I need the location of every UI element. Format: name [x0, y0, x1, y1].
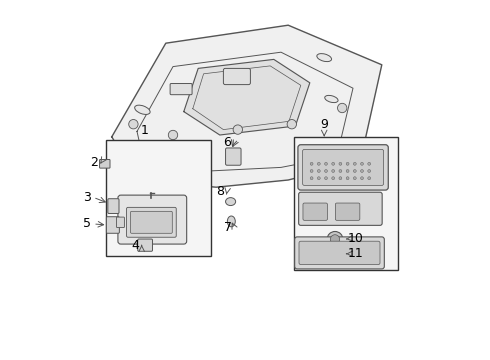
Text: 2: 2 — [91, 156, 98, 169]
Ellipse shape — [325, 95, 338, 103]
FancyBboxPatch shape — [108, 199, 119, 213]
Text: 1: 1 — [140, 124, 148, 137]
Circle shape — [353, 170, 356, 172]
Circle shape — [339, 170, 342, 172]
Circle shape — [339, 177, 342, 180]
Circle shape — [368, 162, 370, 165]
FancyBboxPatch shape — [138, 239, 152, 251]
Circle shape — [339, 162, 342, 165]
Circle shape — [318, 170, 320, 172]
FancyBboxPatch shape — [303, 203, 327, 220]
Circle shape — [330, 235, 340, 244]
Ellipse shape — [135, 105, 150, 114]
Ellipse shape — [225, 198, 236, 206]
Circle shape — [368, 177, 370, 180]
Circle shape — [332, 162, 335, 165]
FancyBboxPatch shape — [99, 159, 110, 168]
Polygon shape — [184, 59, 310, 135]
Circle shape — [324, 177, 327, 180]
Circle shape — [318, 162, 320, 165]
Circle shape — [353, 162, 356, 165]
Circle shape — [346, 170, 349, 172]
FancyBboxPatch shape — [298, 192, 382, 225]
Text: 8: 8 — [217, 185, 224, 198]
FancyBboxPatch shape — [126, 207, 176, 237]
Circle shape — [318, 177, 320, 180]
Circle shape — [346, 162, 349, 165]
Text: 11: 11 — [348, 247, 364, 260]
Circle shape — [332, 177, 335, 180]
FancyBboxPatch shape — [335, 203, 360, 220]
FancyBboxPatch shape — [130, 211, 172, 233]
Text: 9: 9 — [320, 118, 328, 131]
FancyBboxPatch shape — [298, 145, 388, 190]
Circle shape — [361, 162, 364, 165]
Circle shape — [169, 130, 178, 140]
Circle shape — [327, 231, 343, 247]
Text: 10: 10 — [348, 232, 364, 245]
Circle shape — [346, 177, 349, 180]
Circle shape — [129, 120, 138, 129]
Circle shape — [310, 162, 313, 165]
Ellipse shape — [139, 144, 153, 151]
Text: 6: 6 — [223, 136, 231, 149]
FancyBboxPatch shape — [106, 217, 120, 233]
Bar — [106, 140, 211, 256]
Circle shape — [287, 120, 296, 129]
Circle shape — [361, 177, 364, 180]
Circle shape — [324, 170, 327, 172]
Circle shape — [368, 170, 370, 172]
Text: 3: 3 — [83, 191, 91, 204]
FancyBboxPatch shape — [294, 237, 384, 269]
FancyBboxPatch shape — [303, 149, 384, 185]
Ellipse shape — [317, 54, 332, 62]
Circle shape — [361, 170, 364, 172]
Circle shape — [338, 103, 347, 113]
FancyBboxPatch shape — [223, 68, 250, 85]
Circle shape — [332, 170, 335, 172]
Text: 5: 5 — [83, 217, 91, 230]
Text: 4: 4 — [131, 239, 139, 252]
FancyBboxPatch shape — [117, 217, 124, 228]
Text: 7: 7 — [224, 221, 232, 234]
FancyBboxPatch shape — [118, 195, 187, 244]
FancyBboxPatch shape — [170, 84, 192, 95]
Bar — [294, 137, 398, 270]
FancyBboxPatch shape — [225, 148, 241, 165]
Circle shape — [310, 170, 313, 172]
Circle shape — [310, 177, 313, 180]
FancyBboxPatch shape — [299, 241, 380, 265]
Polygon shape — [112, 25, 382, 187]
Circle shape — [233, 125, 243, 134]
Circle shape — [324, 162, 327, 165]
Ellipse shape — [227, 216, 235, 227]
Circle shape — [353, 177, 356, 180]
